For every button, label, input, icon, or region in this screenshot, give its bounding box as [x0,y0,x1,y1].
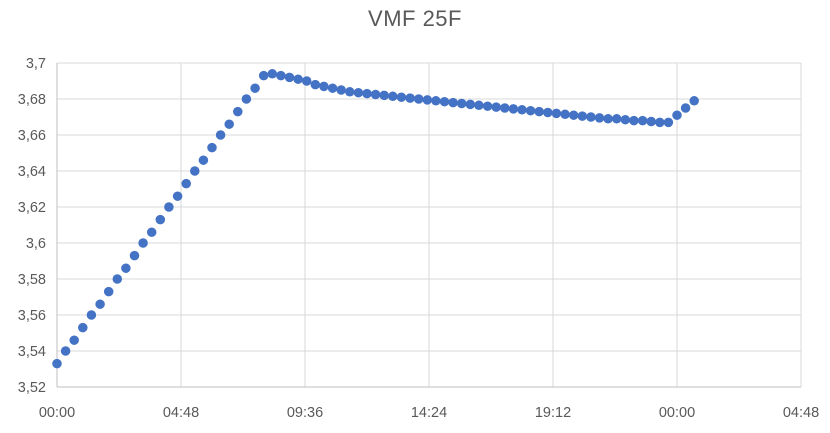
y-tick-label: 3,54 [18,344,46,360]
data-point [611,114,622,124]
y-tick-label: 3,7 [26,56,46,72]
data-point [293,74,303,84]
y-tick-label: 3,6 [26,236,46,252]
data-point [103,286,114,297]
data-point [534,106,544,117]
data-point [86,310,97,320]
data-series [52,69,699,369]
data-point [396,92,407,102]
x-tick-label: 00:00 [659,405,695,421]
data-point [439,96,450,107]
data-point [431,96,441,106]
gridlines [56,62,802,388]
data-point [164,202,174,212]
data-point [276,70,286,81]
data-point [69,335,79,345]
data-point [190,166,200,176]
data-point [233,106,243,117]
data-point [146,227,157,237]
data-point [310,79,321,90]
data-point [568,110,579,120]
data-point [60,346,71,356]
data-point [198,155,209,165]
data-point [181,178,191,189]
data-point [95,299,105,309]
data-point [629,115,639,126]
data-point [672,110,682,120]
x-tick-label: 04:48 [783,405,819,421]
data-point [250,83,260,93]
data-point [138,238,148,248]
x-tick-label: 09:36 [287,405,323,421]
x-tick-label: 04:48 [163,405,199,421]
data-point [508,104,519,114]
data-point [517,105,527,115]
data-point [52,358,62,369]
data-point [551,108,562,119]
data-point [353,87,364,98]
data-point [301,76,312,86]
data-point [500,103,510,113]
data-point [224,119,234,129]
data-point [362,88,372,99]
data-point [267,69,278,79]
x-tick-label: 19:12 [535,405,571,421]
data-point [482,101,493,111]
data-point [319,81,329,92]
data-point [560,109,570,120]
data-point [603,114,613,124]
y-tick-label: 3,68 [18,92,46,108]
data-point [689,96,699,106]
y-tick-label: 3,64 [18,164,46,180]
data-point [112,274,123,284]
chart-title: VMF 25F [368,6,462,31]
data-point [543,107,553,118]
data-point [370,89,381,100]
data-point [465,99,476,110]
data-point [474,100,484,111]
data-point [129,250,140,261]
data-point [525,105,536,116]
data-point [172,191,183,201]
x-axis-tick-labels: 00:00 04:48 09:36 14:24 19:12 00:00 04:48 [39,405,819,421]
data-point [241,94,252,104]
data-point [577,111,588,121]
data-point [456,98,467,109]
data-point [413,94,424,104]
data-point [327,83,338,93]
data-point [284,72,295,83]
y-tick-label: 3,66 [18,128,46,144]
data-point [655,117,665,128]
data-point [336,85,346,95]
data-point [155,214,166,225]
data-point [78,322,88,333]
data-point [345,87,355,97]
data-point [379,90,389,101]
y-tick-label: 3,58 [18,272,46,288]
data-point [258,70,269,81]
data-point [121,263,131,273]
data-point [620,114,631,125]
data-point [207,142,217,153]
y-tick-label: 3,52 [18,380,46,396]
data-point [646,116,656,127]
x-tick-label: 14:24 [411,405,447,421]
data-point [215,130,226,140]
x-tick-label: 00:00 [39,405,75,421]
data-point [586,112,596,122]
data-point [448,97,458,108]
data-point [405,93,415,103]
data-point [594,113,605,123]
data-point [680,103,691,113]
data-point [663,117,674,128]
y-tick-label: 3,56 [18,308,46,324]
y-axis-tick-labels: 3,52 3,54 3,56 3,58 3,6 3,62 3,64 3,66 3,68 3,7 [18,56,46,396]
y-tick-label: 3,62 [18,200,46,216]
data-point [637,115,648,126]
data-point [491,102,501,112]
data-point [422,95,433,105]
data-point [388,91,398,102]
